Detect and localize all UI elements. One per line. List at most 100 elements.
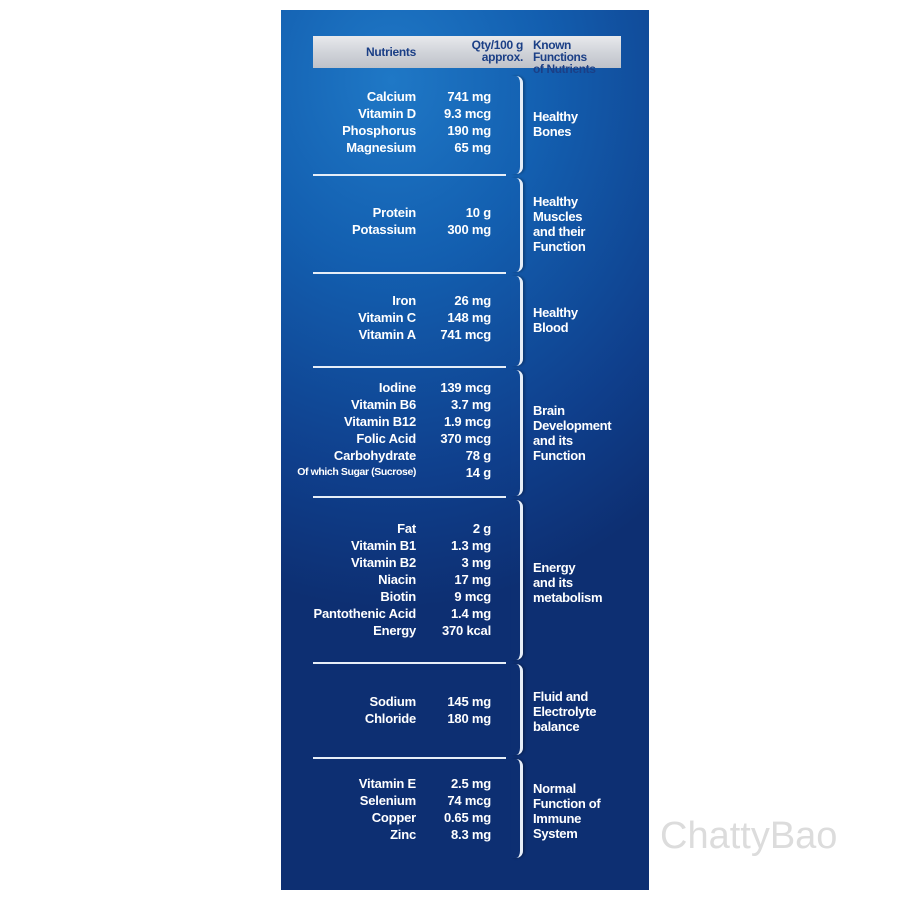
nutrient-row: Folic Acid 370 mcg (281, 431, 501, 448)
nutrient-name: Of which Sugar (Sucrose) (297, 466, 416, 478)
nutrient-rows: Sodium 145 mg Chloride 180 mg (281, 694, 501, 728)
header-functions: Known Functions of Nutrients (533, 39, 623, 75)
nutrient-name: Iodine (378, 380, 416, 395)
nutrient-row: Niacin 17 mg (281, 572, 501, 589)
nutrient-row: Vitamin B6 3.7 mg (281, 397, 501, 414)
nutrient-name: Carbohydrate (333, 448, 416, 463)
nutrient-rows: Iodine 139 mcg Vitamin B6 3.7 mg Vitamin B12… (281, 380, 501, 482)
nutrient-qty: 139 mcg (440, 380, 491, 395)
function-label: Brain Development and its Function (533, 403, 612, 463)
nutrient-row: Chloride 180 mg (281, 711, 501, 728)
function-label: Energy and its metabolism (533, 560, 603, 605)
nutrient-name: Chloride (364, 711, 416, 726)
nutrient-row: Potassium 300 mg (281, 222, 501, 239)
group-separator (313, 757, 506, 759)
group-separator (313, 662, 506, 664)
nutrient-qty: 74 mcg (447, 793, 491, 808)
nutrient-qty: 370 kcal (441, 623, 491, 638)
header-qty-line2: approx. (481, 50, 524, 64)
nutrient-row: Vitamin E 2.5 mg (281, 776, 501, 793)
nutrient-name: Vitamin A (358, 327, 417, 342)
nutrient-name: Calcium (366, 89, 416, 104)
nutrient-qty: 3 mg (461, 555, 491, 570)
group-bracket (511, 370, 523, 496)
header-nutrients: Nutrients (366, 45, 416, 59)
nutrient-qty: 10 g (465, 205, 491, 220)
nutrition-panel: Nutrients Qty/100 g approx. Known Functi… (281, 10, 649, 890)
group-bracket (511, 500, 523, 660)
nutrient-name: Vitamin E (358, 776, 416, 791)
nutrient-name: Potassium (352, 222, 416, 237)
nutrient-name: Phosphorus (342, 123, 416, 138)
group-bracket (511, 76, 523, 174)
group-bracket (511, 178, 523, 272)
nutrient-name: Selenium (359, 793, 416, 808)
nutrient-qty: 65 mg (454, 140, 491, 155)
nutrient-name: Protein (372, 205, 417, 220)
nutrient-qty: 1.3 mg (451, 538, 491, 553)
nutrient-qty: 78 g (465, 448, 491, 463)
nutrient-qty: 741 mg (447, 89, 491, 104)
nutrient-name: Copper (371, 810, 417, 825)
function-label: Healthy Muscles and their Function (533, 194, 586, 254)
group-separator (313, 366, 506, 368)
nutrient-qty: 180 mg (447, 711, 491, 726)
group-separator (313, 496, 506, 498)
nutrient-name: Folic Acid (356, 431, 416, 446)
nutrient-rows: Iron 26 mg Vitamin C 148 mg Vitamin A 741 mcg (281, 293, 501, 344)
nutrient-name: Vitamin B1 (351, 538, 416, 553)
nutrient-qty: 300 mg (447, 222, 491, 237)
nutrient-qty: 26 mg (454, 293, 491, 308)
nutrient-qty: 190 mg (447, 123, 491, 138)
nutrient-name: Pantothenic Acid (313, 606, 417, 621)
header-functions-line2: of Nutrients (533, 62, 596, 76)
nutrient-qty: 8.3 mg (451, 827, 491, 842)
nutrient-qty: 1.9 mcg (443, 414, 491, 429)
nutrient-qty: 9 mcg (454, 589, 491, 604)
nutrient-row: Vitamin A 741 mcg (281, 327, 501, 344)
header-qty: Qty/100 g approx. (425, 38, 524, 64)
nutrient-name: Zinc (390, 827, 416, 842)
nutrient-qty: 2 g (472, 521, 491, 536)
nutrient-row: Vitamin D 9.3 mcg (281, 106, 501, 123)
nutrient-row: Selenium 74 mcg (281, 793, 501, 810)
nutrient-qty: 1.4 mg (451, 606, 491, 621)
nutrient-name: Vitamin B2 (351, 555, 416, 570)
group-bracket (511, 759, 523, 858)
nutrient-row: Protein 10 g (281, 205, 501, 222)
nutrient-qty: 2.5 mg (451, 776, 491, 791)
nutrient-name: Niacin (378, 572, 416, 587)
nutrient-row: Energy 370 kcal (281, 623, 501, 640)
nutrient-qty: 17 mg (454, 572, 491, 587)
group-bracket (511, 276, 523, 366)
nutrient-row: Iron 26 mg (281, 293, 501, 310)
nutrient-name: Vitamin C (358, 310, 416, 325)
nutrient-row: Pantothenic Acid 1.4 mg (281, 606, 501, 623)
watermark-text: ChattyBao (660, 815, 838, 857)
nutrient-rows: Protein 10 g Potassium 300 mg (281, 205, 501, 239)
nutrient-name: Sodium (369, 694, 417, 709)
nutrient-name: Iron (392, 293, 416, 308)
nutrient-row: Of which Sugar (Sucrose) 14 g (281, 465, 501, 482)
nutrient-row: Vitamin B2 3 mg (281, 555, 501, 572)
nutrient-row: Phosphorus 190 mg (281, 123, 501, 140)
nutrient-row: Magnesium 65 mg (281, 140, 501, 157)
nutrient-qty: 0.65 mg (443, 810, 491, 825)
nutrient-qty: 9.3 mcg (443, 106, 491, 121)
group-separator (313, 272, 506, 274)
nutrient-name: Magnesium (346, 140, 416, 155)
nutrient-row: Zinc 8.3 mg (281, 827, 501, 844)
nutrient-row: Vitamin B1 1.3 mg (281, 538, 501, 555)
function-label: Fluid and Electrolyte balance (533, 689, 597, 734)
nutrient-name: Vitamin B12 (344, 414, 416, 429)
header-functions-line1: Known Functions (533, 38, 587, 64)
nutrient-row: Fat 2 g (281, 521, 501, 538)
nutrient-rows: Fat 2 g Vitamin B1 1.3 mg Vitamin B2 3 mg Niac… (281, 521, 501, 640)
nutrient-row: Carbohydrate 78 g (281, 448, 501, 465)
nutrient-name: Energy (373, 623, 416, 638)
nutrient-row: Sodium 145 mg (281, 694, 501, 711)
nutrient-name: Vitamin D (358, 106, 416, 121)
table-header: Nutrients Qty/100 g approx. Known Functi… (313, 36, 621, 75)
header-qty-line1: Qty/100 g (471, 38, 524, 52)
nutrient-name: Biotin (380, 589, 416, 604)
